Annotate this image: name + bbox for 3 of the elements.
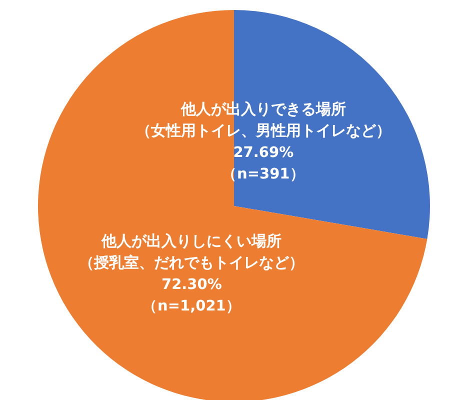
pie-slice	[38, 10, 428, 400]
slice-label: 他人が出入りしにくい場所（授乳室、だれでもトイレなど）	[79, 232, 304, 272]
data-label: 72.30% （n=1,021）	[142, 276, 241, 314]
